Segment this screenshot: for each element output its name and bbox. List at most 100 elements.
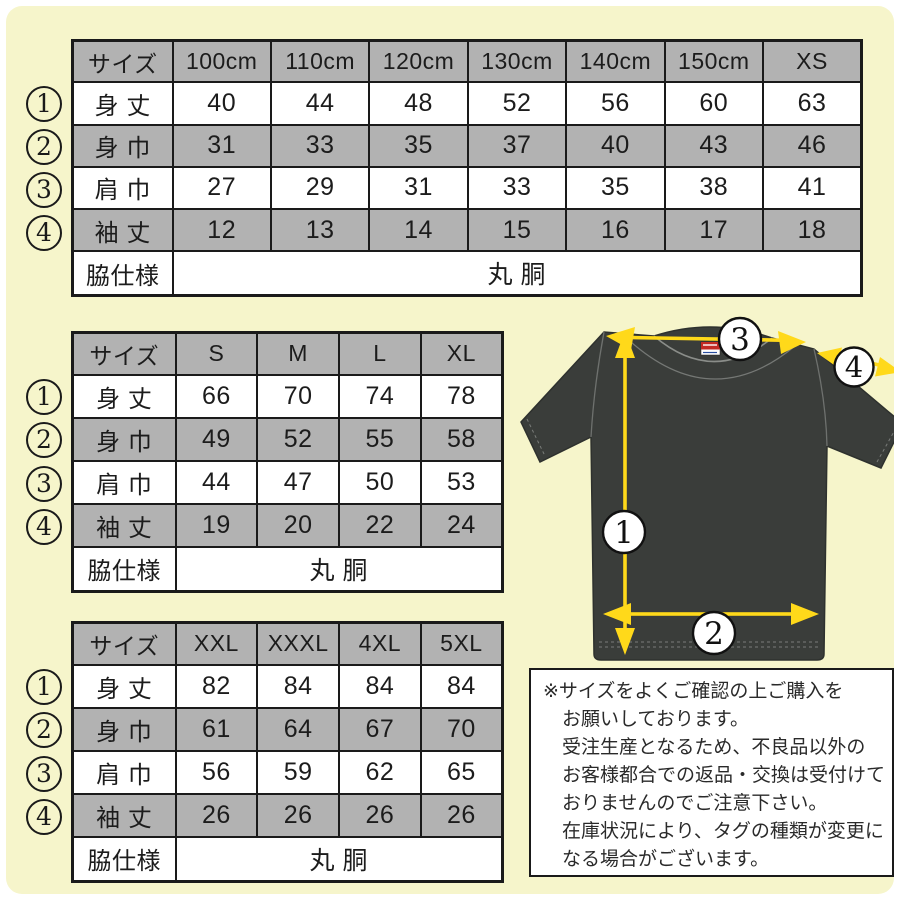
table-row: 袖 丈 26 26 26 26 — [71, 792, 504, 838]
svg-text:1: 1 — [614, 515, 634, 551]
value-cell: 26 — [256, 792, 340, 838]
value-cell: 70 — [419, 706, 504, 752]
header-cell: 130cm — [466, 39, 568, 84]
table-row: 袖 丈 19 20 22 24 — [71, 502, 504, 548]
value-cell: 31 — [368, 165, 469, 211]
note-line: ※サイズをよくご確認の上ご購入を — [543, 681, 844, 702]
header-cell: 150cm — [663, 39, 765, 84]
value-cell: 38 — [663, 165, 765, 211]
value-cell: 63 — [762, 81, 863, 126]
row-label: 身 丈 — [71, 81, 174, 126]
row-label: 肩 巾 — [71, 459, 177, 505]
value-cell: 64 — [256, 706, 340, 752]
header-cell: サイズ — [71, 39, 174, 84]
value-cell: 24 — [419, 502, 504, 548]
table-row: 肩 巾 27 29 31 33 35 38 41 — [71, 165, 863, 211]
row-label: 身 巾 — [71, 123, 174, 168]
note-line: おりませんのでご注意下さい。 — [562, 793, 828, 814]
row-label: 脇仕様 — [71, 250, 174, 297]
header-cell: サイズ — [71, 331, 177, 376]
value-cell: 20 — [256, 502, 340, 548]
svg-text:3: 3 — [730, 322, 750, 358]
marker-1-big: 1 — [26, 669, 62, 705]
value-cell: 74 — [338, 373, 422, 419]
table-row: 袖 丈 12 13 14 15 16 17 18 — [71, 208, 863, 253]
header-cell: 100cm — [171, 39, 272, 84]
value-cell: 52 — [256, 416, 340, 462]
row-label: 脇仕様 — [71, 545, 177, 593]
value-cell: 56 — [565, 81, 666, 126]
value-cell: 46 — [762, 123, 863, 168]
table-row: 身 丈 82 84 84 84 — [71, 663, 504, 709]
value-cell: 37 — [466, 123, 568, 168]
value-cell: 33 — [269, 123, 371, 168]
value-cell: 41 — [762, 165, 863, 211]
marker-4-kids: 4 — [26, 215, 62, 251]
value-cell: 52 — [466, 81, 568, 126]
value-cell: 26 — [419, 792, 504, 838]
tshirt-graphic — [520, 326, 894, 661]
header-cell: L — [338, 331, 422, 376]
value-cell: 84 — [338, 663, 422, 709]
value-cell: 33 — [466, 165, 568, 211]
header-cell: XL — [419, 331, 504, 376]
value-cell: 44 — [174, 459, 259, 505]
value-cell: 49 — [174, 416, 259, 462]
footer-value: 丸 胴 — [174, 835, 504, 883]
value-cell: 66 — [174, 373, 259, 419]
marker-3-adult: 3 — [26, 466, 62, 502]
marker-3-big: 3 — [26, 756, 62, 792]
value-cell: 35 — [368, 123, 469, 168]
marker-3-kids: 3 — [26, 172, 62, 208]
value-cell: 14 — [368, 208, 469, 253]
diagram-marker-4: 4 — [833, 346, 875, 388]
table-row: 身 巾 31 33 35 37 40 43 46 — [71, 123, 863, 168]
value-cell: 61 — [174, 706, 259, 752]
table-row: 身 丈 66 70 74 78 — [71, 373, 504, 419]
page-background: サイズ 100cm 110cm 120cm 130cm 140cm 150cm … — [6, 6, 894, 894]
value-cell: 40 — [171, 81, 272, 126]
note-line: お客様都合での返品・交換は受付けて — [562, 765, 886, 786]
value-cell: 44 — [269, 81, 371, 126]
diagram-marker-1: 1 — [601, 509, 647, 555]
value-cell: 53 — [419, 459, 504, 505]
value-cell: 13 — [269, 208, 371, 253]
svg-text:2: 2 — [704, 616, 724, 652]
value-cell: 19 — [174, 502, 259, 548]
footer-value: 丸 胴 — [171, 250, 863, 297]
marker-2-big: 2 — [26, 712, 62, 748]
value-cell: 62 — [338, 749, 422, 795]
value-cell: 22 — [338, 502, 422, 548]
header-cell: XXXL — [256, 621, 340, 666]
marker-2-kids: 2 — [26, 129, 62, 165]
diagram-marker-3: 3 — [717, 316, 763, 362]
value-cell: 16 — [565, 208, 666, 253]
table-footer-row: 脇仕様 丸 胴 — [71, 545, 504, 593]
value-cell: 67 — [338, 706, 422, 752]
value-cell: 58 — [419, 416, 504, 462]
header-cell: M — [256, 331, 340, 376]
diagram-markers: 3 4 1 2 — [601, 316, 875, 656]
marker-1-adult: 1 — [26, 379, 62, 415]
note-line: 在庫状況により、タグの種類が変更に — [562, 821, 884, 842]
size-table-kids: サイズ 100cm 110cm 120cm 130cm 140cm 150cm … — [71, 39, 863, 297]
value-cell: 43 — [663, 123, 765, 168]
row-label: 脇仕様 — [71, 835, 177, 883]
size-table-big: サイズ XXL XXXL 4XL 5XL 身 丈 82 84 84 84 身 巾… — [71, 621, 504, 883]
header-cell: 4XL — [338, 621, 422, 666]
table-footer-row: 脇仕様 丸 胴 — [71, 250, 863, 297]
row-label: 身 巾 — [71, 706, 177, 752]
value-cell: 65 — [419, 749, 504, 795]
tshirt-measurement-diagram: 3 4 1 2 — [511, 316, 894, 666]
marker-4-adult: 4 — [26, 509, 62, 545]
row-label: 肩 巾 — [71, 165, 174, 211]
header-cell: 110cm — [269, 39, 371, 84]
value-cell: 15 — [466, 208, 568, 253]
value-cell: 84 — [419, 663, 504, 709]
marker-2-adult: 2 — [26, 422, 62, 458]
value-cell: 78 — [419, 373, 504, 419]
table-row: 身 丈 40 44 48 52 56 60 63 — [71, 81, 863, 126]
svg-text:4: 4 — [845, 350, 863, 384]
value-cell: 27 — [171, 165, 272, 211]
size-table-adult: サイズ S M L XL 身 丈 66 70 74 78 身 巾 49 52 5… — [71, 331, 504, 593]
